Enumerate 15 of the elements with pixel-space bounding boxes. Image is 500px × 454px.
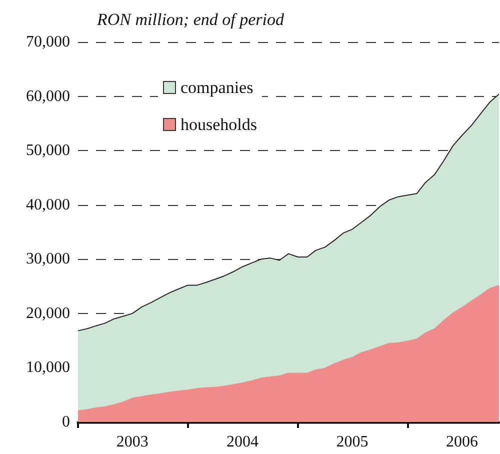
legend-label: households: [180, 115, 257, 134]
y-tick-label: 0: [62, 414, 70, 430]
y-tick-label: 70,000: [26, 34, 70, 50]
y-tick-label: 60,000: [26, 88, 70, 105]
x-tick-label: 2004: [226, 434, 258, 450]
y-tick-label: 20,000: [26, 304, 70, 322]
x-tick-label: 2006: [446, 434, 478, 450]
y-tick-label: 40,000: [26, 196, 70, 214]
y-tick-label: 50,000: [26, 142, 70, 160]
x-tick-label: 2005: [336, 434, 368, 450]
x-tick-label: 2003: [116, 434, 148, 450]
chart-subtitle: RON million; end of period: [96, 10, 284, 29]
y-tick-label: 30,000: [26, 250, 70, 268]
y-tick-label: 10,000: [26, 359, 70, 376]
legend-label: companies: [180, 78, 254, 97]
